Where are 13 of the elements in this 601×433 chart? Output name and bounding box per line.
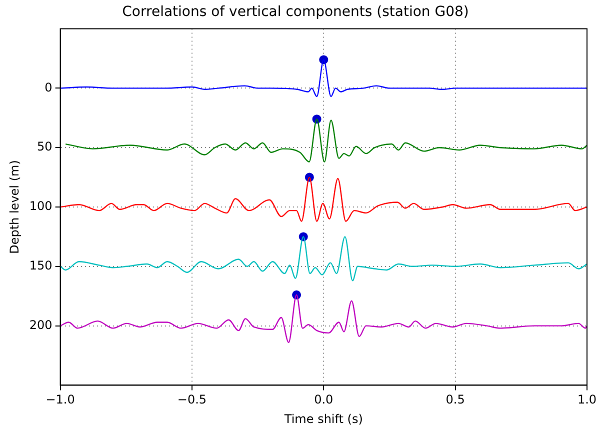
y-tick-label: 50 bbox=[37, 140, 52, 154]
x-tick-label: 1.0 bbox=[577, 392, 597, 407]
chart-title: Correlations of vertical components (station G08) bbox=[122, 4, 469, 20]
y-axis-title: Depth level (m) bbox=[7, 160, 22, 254]
x-tick-label: −0.5 bbox=[177, 392, 207, 407]
x-tick-label: −1.0 bbox=[46, 392, 75, 407]
y-tick-label: 150 bbox=[29, 258, 52, 273]
x-axis-title: Time shift (s) bbox=[283, 412, 363, 426]
y-tick-label: 100 bbox=[29, 199, 52, 214]
y-tick-label: 200 bbox=[29, 318, 52, 332]
x-tick-label: 0.5 bbox=[446, 392, 465, 407]
y-tick-label: 0 bbox=[44, 80, 52, 94]
x-tick-label: 0.0 bbox=[314, 392, 334, 407]
